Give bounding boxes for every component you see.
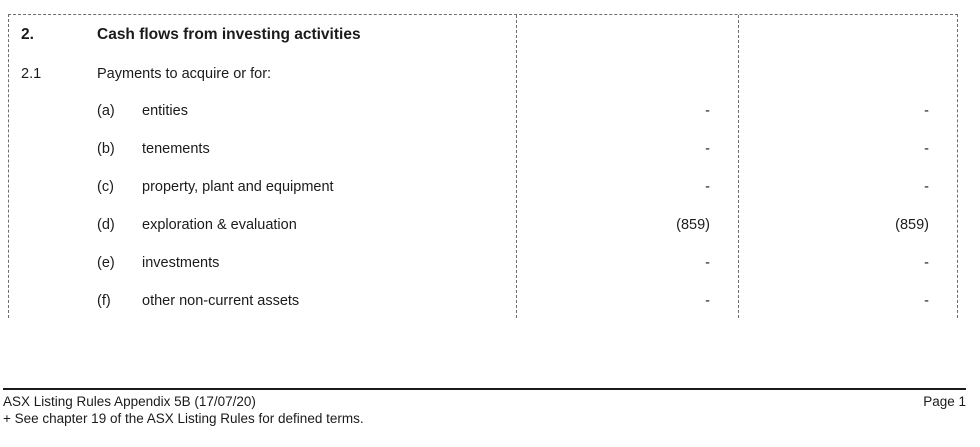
amount-cell: (859) — [676, 217, 710, 233]
table-row: (b) tenements - - — [9, 130, 957, 168]
row-letter: (b) — [97, 141, 115, 157]
column-divider — [738, 15, 739, 318]
section-number: 2. — [21, 26, 34, 43]
table-row: (f) other non-current assets - - — [9, 282, 957, 318]
subsection-number: 2.1 — [21, 65, 42, 82]
section-header-row: 2. Cash flows from investing activities — [9, 15, 957, 55]
section-title: Cash flows from investing activities — [97, 26, 361, 43]
amount-cell: - — [705, 293, 710, 309]
investing-activities-table: 2. Cash flows from investing activities … — [8, 14, 958, 318]
row-label: exploration & evaluation — [142, 217, 297, 233]
row-label: investments — [142, 255, 220, 271]
row-letter: (e) — [97, 255, 115, 271]
table-row: (d) exploration & evaluation (859) (859) — [9, 206, 957, 244]
table-row: (a) entities - - — [9, 92, 957, 130]
row-label: tenements — [142, 141, 210, 157]
row-letter: (a) — [97, 103, 115, 119]
row-label: entities — [142, 103, 188, 119]
amount-cell: - — [924, 255, 929, 271]
amount-cell: - — [705, 179, 710, 195]
row-letter: (d) — [97, 217, 115, 233]
amount-cell: - — [705, 103, 710, 119]
page-number: Page 1 — [923, 394, 966, 409]
amount-cell: - — [924, 103, 929, 119]
page-footer: ASX Listing Rules Appendix 5B (17/07/20)… — [3, 388, 966, 427]
table-row: (e) investments - - — [9, 244, 957, 282]
amount-cell: - — [705, 141, 710, 157]
amount-cell: - — [924, 141, 929, 157]
row-label: other non-current assets — [142, 293, 300, 309]
table-row: (c) property, plant and equipment - - — [9, 168, 957, 206]
subsection-label: Payments to acquire or for: — [97, 65, 272, 82]
amount-cell: - — [924, 179, 929, 195]
column-divider — [516, 15, 517, 318]
footer-note: + See chapter 19 of the ASX Listing Rule… — [3, 411, 364, 426]
subsection-row: 2.1 Payments to acquire or for: — [9, 55, 957, 92]
amount-cell: - — [705, 255, 710, 271]
row-label: property, plant and equipment — [142, 179, 334, 195]
footer-rule — [3, 388, 966, 390]
amount-cell: - — [924, 293, 929, 309]
row-letter: (c) — [97, 179, 114, 195]
row-letter: (f) — [97, 293, 111, 309]
amount-cell: (859) — [895, 217, 929, 233]
footer-doc-title: ASX Listing Rules Appendix 5B (17/07/20) — [3, 394, 256, 409]
